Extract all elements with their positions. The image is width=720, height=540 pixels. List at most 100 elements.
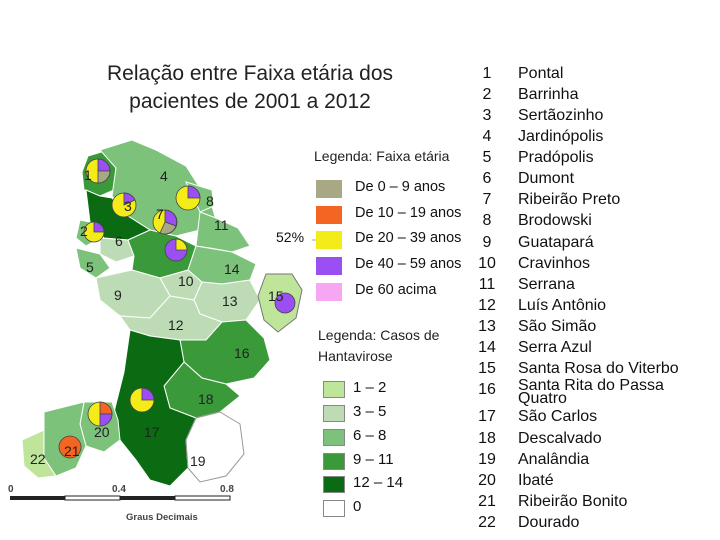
cases-legend-swatch [323,500,345,517]
age-legend-label: De 40 – 59 anos [355,256,462,272]
list-name: São Simão [518,318,597,335]
list-name: Jardinópolis [518,128,604,145]
list-number: 4 [482,128,492,145]
age-legend-swatch [316,180,342,198]
list-number: 11 [478,276,496,293]
map-title: Relação entre Faixa etária dos pacientes… [60,60,440,116]
pie-17 [129,387,155,413]
pie-15 [274,292,296,314]
list-name: Cravinhos [518,255,591,272]
cases-legend-title-line1: Legenda: Casos de [318,327,440,343]
age-legend-label: De 10 – 19 anos [355,205,462,221]
cases-legend-swatch [323,453,345,470]
map-label-1: 1 [84,167,92,183]
map-label-5: 5 [86,259,94,275]
map-title-line2: pacientes de 2001 a 2012 [129,90,371,113]
region-6 [99,237,135,263]
list-number: 13 [478,318,496,335]
map-label-16: 16 [234,345,250,361]
list-name: Barrinha [518,86,579,103]
age-legend-swatch [316,231,342,249]
region-19 [185,411,245,483]
list-number: 15 [478,360,496,377]
list-name: Ribeirão Preto [518,191,621,208]
list-name: São Carlos [518,408,598,425]
map-label-9: 9 [114,287,122,303]
list-number: 17 [478,408,496,425]
map-label-20: 20 [94,424,110,440]
cases-legend-label: 12 – 14 [353,474,404,491]
map-label-13: 13 [222,293,238,309]
cases-legend-title-line2: Hantavirose [318,348,393,364]
list-number: 2 [482,86,492,103]
pie-2 [83,221,105,243]
scale-tick-2: 0.8 [220,484,234,495]
map-label-8: 8 [206,193,214,209]
map-label-17: 17 [144,424,160,440]
scale-bar-graphic [10,495,231,501]
pie-3 [111,192,137,218]
scale-tick-0: 0 [8,484,14,495]
scale-unit: Graus Decimais [126,512,198,523]
list-number: 8 [482,212,492,229]
list-name: Luís Antônio [518,297,607,314]
map-label-21: 21 [64,443,80,459]
list-name: Pontal [518,65,564,82]
region-14 [187,245,257,285]
list-name: Descalvado [518,430,602,447]
list-name: Santa Rosa do Viterbo [518,360,679,377]
list-number: 7 [482,191,492,208]
map-label-4: 4 [160,168,168,184]
pie-1 [85,158,111,184]
scale-bar: 0 0.4 0.8 Graus Decimais [8,484,260,529]
pie-percent-label: 52% [276,229,305,245]
list-number: 12 [478,297,496,314]
list-number: 22 [478,514,496,531]
age-legend-swatch [316,283,342,301]
list-name: Analândia [518,451,590,468]
cases-legend-label: 9 – 11 [353,451,394,468]
list-number: 20 [478,472,496,489]
pie-7 [152,209,178,235]
list-number: 16 [478,381,496,398]
map-label-6: 6 [115,233,123,249]
list-name: Serra Azul [518,339,592,356]
age-legend-swatch [316,206,342,224]
cases-legend-label: 6 – 8 [353,427,387,444]
cases-legend-swatch [323,429,345,446]
list-number: 14 [478,339,496,356]
map-label-12: 12 [168,317,184,333]
pie-20 [87,401,113,427]
map-label-19: 19 [190,453,206,469]
list-number: 3 [482,107,492,124]
age-legend-swatch [316,257,342,275]
age-legend-label: De 0 – 9 anos [355,179,446,195]
list-name: Santa Rita do Passa Quatro [518,377,664,407]
list-number: 6 [482,170,492,187]
map-label-2: 2 [80,223,88,239]
list-number: 19 [478,451,496,468]
list-name: Dumont [518,170,575,187]
map-label-3: 3 [124,198,132,214]
list-name: Dourado [518,514,580,531]
map-label-18: 18 [198,391,214,407]
map-label-7: 7 [156,206,164,222]
cases-legend-label: 3 – 5 [353,403,387,420]
list-name: Guatapará [518,234,594,251]
map-title-line1: Relação entre Faixa etária dos [107,62,393,85]
pie-21 [58,435,82,459]
region-22 [21,429,57,479]
list-name: Sertãozinho [518,107,604,124]
pie-11 [164,238,188,262]
age-legend-label: De 20 – 39 anos [355,230,462,246]
map-label-22: 22 [30,451,46,467]
cases-legend-swatch [323,381,345,398]
list-name: Serrana [518,276,575,293]
cases-legend-title: Legenda: Casos de Hantavirose [318,325,439,367]
list-number: 5 [482,149,492,166]
list-number: 21 [478,493,496,510]
region-5 [75,247,111,279]
pie-4 [175,185,201,211]
cases-legend-label: 1 – 2 [353,379,387,396]
